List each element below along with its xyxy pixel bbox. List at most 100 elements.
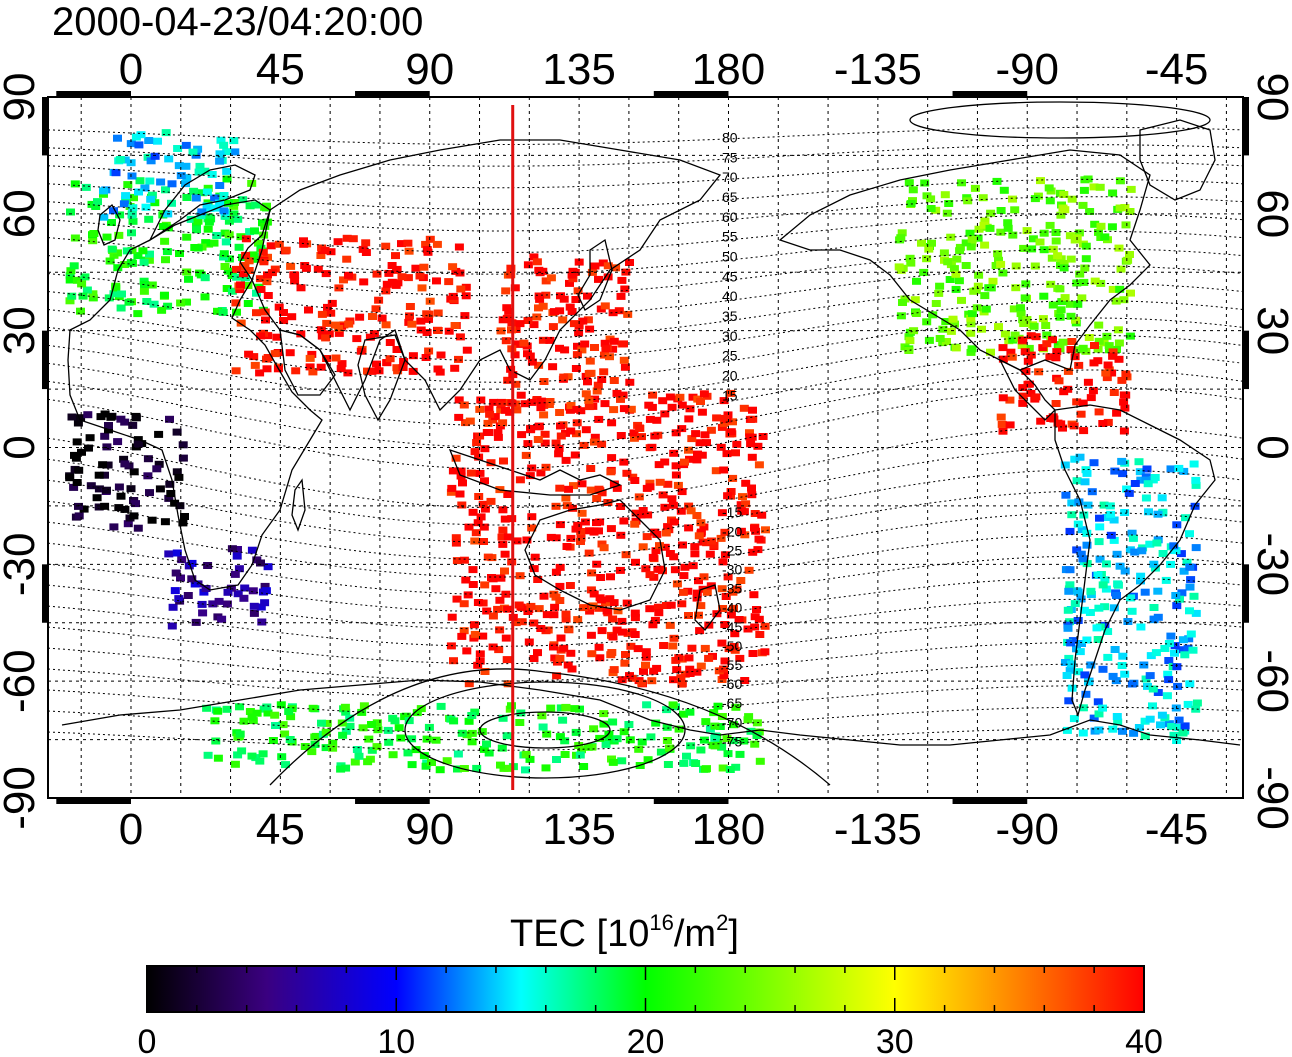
tec-cell <box>1018 384 1028 392</box>
tec-cell <box>236 281 245 289</box>
tec-cell <box>618 628 627 636</box>
tec-cell <box>636 511 646 519</box>
tec-cell <box>648 391 658 399</box>
tec-cell <box>1042 340 1052 348</box>
tec-cell <box>665 621 675 629</box>
tec-cell <box>589 528 599 536</box>
tec-cell <box>126 140 136 148</box>
tec-cell <box>678 588 688 596</box>
tec-cell <box>1076 595 1086 603</box>
tec-cell <box>1134 724 1144 731</box>
tec-cell <box>691 760 701 767</box>
tec-cell <box>1062 672 1072 679</box>
tec-cell <box>660 503 670 511</box>
tec-cell <box>551 568 561 576</box>
tec-cell <box>245 228 255 236</box>
tec-cell <box>1094 710 1104 718</box>
tec-cell <box>570 451 580 459</box>
tec-cell <box>575 705 584 713</box>
tec-cell <box>1136 577 1145 585</box>
x-tick-label-bottom: 0 <box>119 805 143 854</box>
tec-cell <box>1094 337 1104 345</box>
tec-cell <box>609 337 619 345</box>
tec-cell <box>1175 646 1185 654</box>
tec-cell <box>256 332 266 340</box>
tec-cell <box>599 720 609 728</box>
tec-cell <box>452 595 462 603</box>
coastline-new-zealand <box>694 584 721 631</box>
tec-cell <box>453 765 462 773</box>
tec-cell <box>352 746 362 753</box>
tec-cell <box>561 703 571 711</box>
tec-cell <box>286 713 296 721</box>
tec-cell <box>377 314 387 322</box>
tec-cell <box>567 308 577 315</box>
tec-cell <box>1063 624 1073 632</box>
tec-cell <box>686 507 696 515</box>
tec-cell <box>207 171 217 178</box>
tec-cell <box>594 275 603 283</box>
tec-cell <box>534 422 544 430</box>
tec-cell <box>934 289 944 297</box>
tec-cell <box>431 736 441 744</box>
tec-cell <box>585 607 595 615</box>
tec-cell <box>1150 474 1160 481</box>
tec-cell <box>263 292 273 299</box>
tec-cell <box>1039 229 1049 237</box>
tec-cell <box>186 215 196 223</box>
tec-cell <box>710 742 720 750</box>
tec-cell <box>196 212 206 220</box>
tec-cell <box>519 339 529 347</box>
tec-cell <box>254 239 263 247</box>
tec-cell <box>475 405 485 413</box>
tec-cell <box>1070 236 1080 244</box>
tec-cell <box>1115 204 1125 212</box>
magnetic-contour <box>48 352 1243 427</box>
tec-cell <box>1048 413 1058 421</box>
tec-cell <box>147 281 157 289</box>
tec-cell <box>1148 685 1158 693</box>
tec-cell <box>1117 662 1127 669</box>
tec-cell <box>1191 609 1201 617</box>
tec-cell <box>459 401 469 409</box>
tec-cell <box>145 177 155 185</box>
tec-cell <box>86 482 96 490</box>
tec-cell <box>592 387 602 395</box>
tec-cell <box>677 401 687 409</box>
tec-cell <box>753 442 763 450</box>
tec-cell <box>1059 264 1069 272</box>
tec-cell <box>908 186 918 194</box>
tec-cell <box>134 141 144 149</box>
tec-cell <box>256 286 266 293</box>
edge-bar-left <box>42 97 48 156</box>
tec-cell <box>633 645 643 653</box>
tec-cell <box>691 430 701 438</box>
tec-cell <box>515 320 525 328</box>
tec-cell <box>1021 367 1031 375</box>
tec-cell <box>600 339 610 347</box>
tec-cell <box>626 405 636 413</box>
tec-cell <box>119 200 129 208</box>
tec-cell <box>748 650 758 657</box>
tec-cell <box>127 172 137 180</box>
tec-cell <box>316 363 326 371</box>
tec-cell <box>635 424 645 432</box>
tec-cell <box>454 396 464 404</box>
tec-cell <box>247 546 257 554</box>
tec-cell <box>1125 251 1134 258</box>
tec-cell <box>497 744 507 752</box>
tec-cell <box>710 734 720 742</box>
tec-cell <box>164 494 174 502</box>
tec-cell <box>1124 489 1134 497</box>
tec-cell <box>249 255 259 263</box>
tec-cell <box>1108 285 1118 293</box>
tec-cell <box>719 672 729 680</box>
tec-cell <box>77 280 87 288</box>
tec-cell <box>679 572 689 580</box>
tec-cell <box>1174 723 1184 731</box>
tec-cell <box>470 630 480 638</box>
tec-cell <box>630 614 640 622</box>
tec-cell <box>577 746 586 754</box>
tec-cell <box>645 605 655 613</box>
tec-cell <box>527 513 537 521</box>
